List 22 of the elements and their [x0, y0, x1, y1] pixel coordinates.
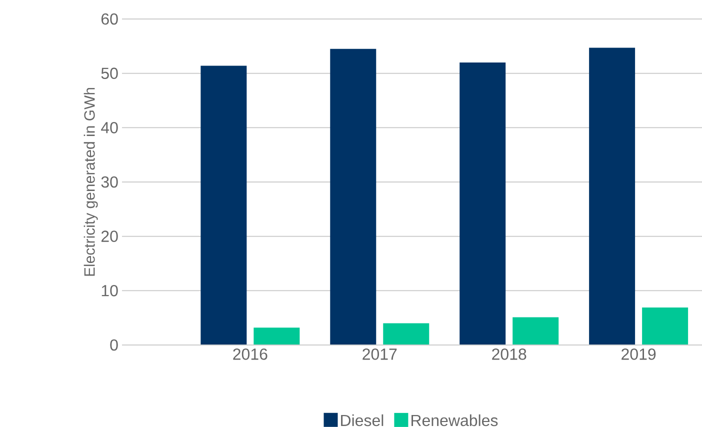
x-tick-label: 2016 — [233, 348, 268, 360]
legend-label: Renewables — [412, 414, 498, 426]
y-tick-label: 30 — [101, 176, 118, 188]
y-tick-label: 60 — [101, 13, 118, 25]
bar — [254, 328, 300, 345]
bar — [589, 48, 636, 345]
y-tick-label: 50 — [101, 68, 118, 79]
x-tick-label: 2017 — [362, 348, 397, 360]
bar — [383, 323, 430, 345]
y-tick-label: 0 — [110, 339, 118, 351]
bar — [642, 307, 688, 345]
x-tick-label: 2019 — [622, 348, 656, 360]
bar — [330, 48, 376, 345]
bar — [460, 62, 506, 345]
bar — [200, 66, 247, 345]
legend-label: Diesel — [341, 414, 384, 426]
y-tick-label: 20 — [101, 230, 118, 242]
x-tick-label: 2018 — [492, 348, 526, 360]
bar — [512, 317, 559, 345]
y-tick-label: 40 — [101, 122, 118, 134]
y-tick-label: 10 — [102, 284, 118, 296]
y-axis-title: Electricity generated in GWh — [84, 88, 98, 276]
